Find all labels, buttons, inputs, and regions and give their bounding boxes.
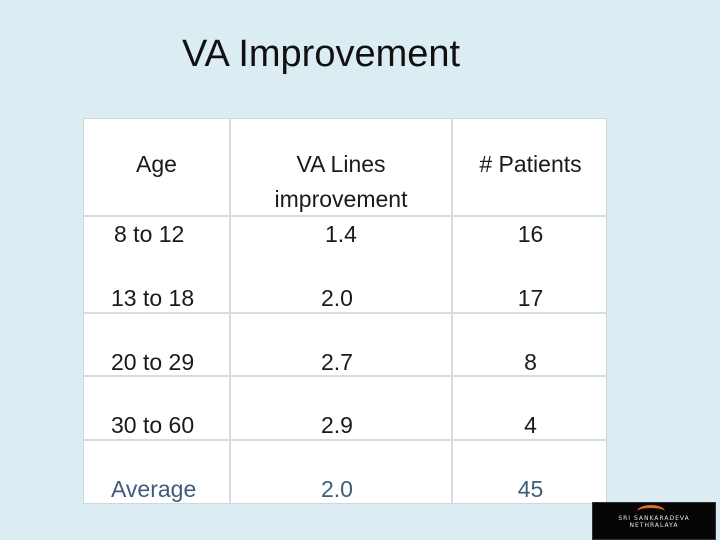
logo-text: SRI SANKARADEVA NETHRALAYA	[618, 515, 690, 529]
row-va: 2.7	[321, 349, 353, 375]
row-age: 30 to 60	[111, 412, 195, 438]
row-va-average: 2.0	[321, 476, 353, 502]
header-patients: # Patients	[479, 151, 582, 177]
row-age-average: Average	[111, 476, 197, 502]
row-divider	[84, 215, 606, 217]
hospital-logo: SRI SANKARADEVA NETHRALAYA	[592, 502, 716, 540]
header-va-line1: VA Lines	[296, 151, 386, 177]
row-age: 8 to 12	[114, 221, 185, 247]
column-divider	[229, 119, 231, 503]
row-va: 2.0	[321, 285, 353, 311]
row-patients: 17	[517, 285, 544, 311]
row-age: 20 to 29	[111, 349, 195, 375]
column-divider	[451, 119, 453, 503]
header-age: Age	[136, 151, 177, 177]
row-va: 1.4	[325, 221, 357, 247]
row-patients: 8	[524, 349, 537, 375]
row-patients-average: 45	[517, 476, 544, 502]
logo-emblem-icon	[637, 505, 665, 518]
slide-title: VA Improvement	[182, 33, 461, 75]
row-divider	[84, 375, 606, 377]
row-patients: 16	[517, 221, 544, 247]
row-divider	[84, 439, 606, 441]
va-improvement-table: Age VA Lines improvement # Patients 8 to…	[83, 118, 607, 504]
row-va: 2.9	[321, 412, 353, 438]
row-age: 13 to 18	[111, 285, 195, 311]
row-divider	[84, 312, 606, 314]
header-va-line2: improvement	[274, 186, 408, 212]
row-patients: 4	[524, 412, 537, 438]
